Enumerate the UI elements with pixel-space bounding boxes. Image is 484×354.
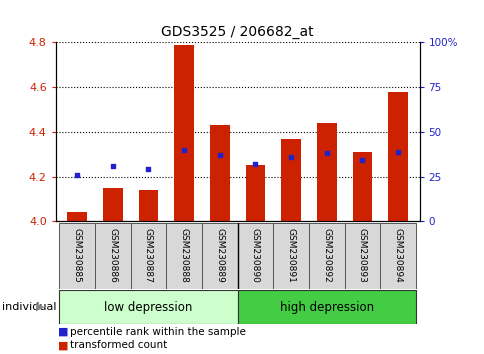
Text: GSM230885: GSM230885 [73, 228, 81, 282]
Bar [59, 223, 95, 289]
Bar [59, 290, 237, 324]
Point [144, 167, 152, 172]
Text: ■: ■ [58, 327, 68, 337]
Title: GDS3525 / 206682_at: GDS3525 / 206682_at [161, 25, 313, 39]
Bar [95, 223, 130, 289]
Point [180, 147, 188, 153]
Text: ▶: ▶ [36, 302, 45, 312]
Text: GSM230890: GSM230890 [250, 228, 259, 282]
Bar [344, 223, 379, 289]
Text: GSM230891: GSM230891 [286, 228, 295, 282]
Text: GSM230892: GSM230892 [322, 228, 331, 282]
Text: transformed count: transformed count [70, 340, 167, 350]
Text: GSM230894: GSM230894 [393, 228, 402, 282]
Bar [245, 165, 265, 221]
Point [73, 172, 81, 178]
Bar [130, 223, 166, 289]
Text: GSM230888: GSM230888 [179, 228, 188, 282]
Bar [273, 223, 308, 289]
Text: percentile rank within the sample: percentile rank within the sample [70, 327, 246, 337]
Bar [388, 92, 407, 221]
Bar [201, 223, 237, 289]
Point [358, 158, 365, 163]
Bar [210, 125, 229, 221]
Point [215, 152, 223, 158]
Point [251, 161, 259, 167]
Point [287, 154, 294, 160]
Bar [352, 152, 372, 221]
Text: ■: ■ [58, 340, 68, 350]
Text: GSM230887: GSM230887 [144, 228, 152, 282]
Text: low depression: low depression [104, 301, 192, 314]
Bar [281, 138, 301, 221]
Bar [308, 223, 344, 289]
Point [322, 150, 330, 156]
Bar [237, 290, 415, 324]
Bar [67, 212, 87, 221]
Bar [103, 188, 122, 221]
Point [109, 163, 117, 169]
Text: individual: individual [2, 302, 57, 312]
Text: GSM230893: GSM230893 [357, 228, 366, 282]
Bar [237, 223, 273, 289]
Bar [317, 123, 336, 221]
Bar [138, 190, 158, 221]
Bar [379, 223, 415, 289]
Text: high depression: high depression [279, 301, 373, 314]
Bar [166, 223, 201, 289]
Bar [174, 45, 194, 221]
Point [393, 149, 401, 154]
Text: GSM230886: GSM230886 [108, 228, 117, 282]
Text: GSM230889: GSM230889 [215, 228, 224, 282]
